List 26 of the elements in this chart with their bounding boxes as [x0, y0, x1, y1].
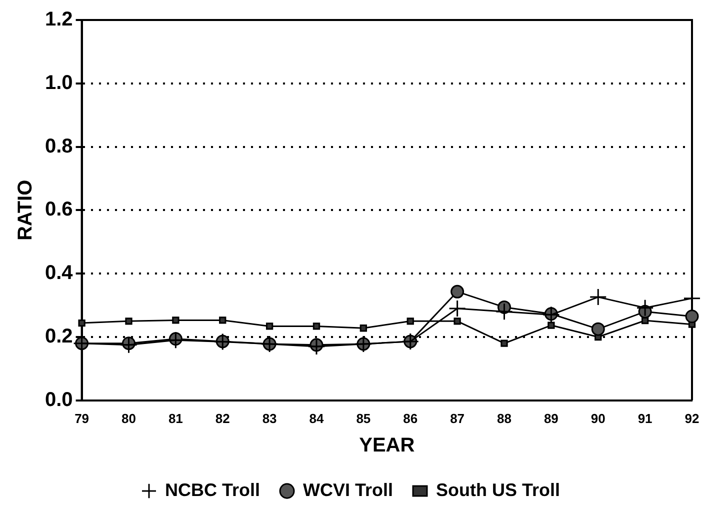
y-tick-label: 0.0 — [44, 388, 73, 411]
legend-label: South US Troll — [436, 480, 560, 500]
x-tick-label: 87 — [450, 410, 465, 426]
y-tick-label: 1.2 — [44, 8, 73, 31]
x-tick-label: 79 — [74, 410, 90, 426]
x-tick-label: 92 — [684, 410, 700, 426]
y-axis-title: RATIO — [14, 180, 37, 241]
y-tick-label: 0.2 — [44, 326, 73, 348]
x-tick-label: 86 — [403, 410, 418, 426]
x-axis-title: YEAR — [359, 434, 416, 457]
x-tick-label: 91 — [638, 410, 652, 426]
x-tick-label: 89 — [544, 410, 558, 426]
legend-label: NCBC Troll — [165, 480, 260, 500]
x-tick-label: 83 — [262, 410, 277, 426]
y-tick-label: 0.8 — [44, 135, 73, 158]
x-tick-label: 80 — [122, 410, 136, 426]
y-tick-label: 0.4 — [44, 262, 74, 284]
legend-label: WCVI Troll — [303, 480, 393, 500]
x-tick-label: 85 — [356, 410, 371, 426]
x-tick-label: 84 — [309, 410, 324, 426]
x-tick-label: 88 — [497, 410, 512, 426]
x-tick-label: 82 — [215, 410, 230, 426]
x-tick-label: 81 — [168, 410, 183, 426]
y-tick-label: 0.6 — [44, 198, 73, 221]
y-tick-label: 1.0 — [44, 72, 73, 94]
x-tick-label: 90 — [590, 410, 606, 426]
